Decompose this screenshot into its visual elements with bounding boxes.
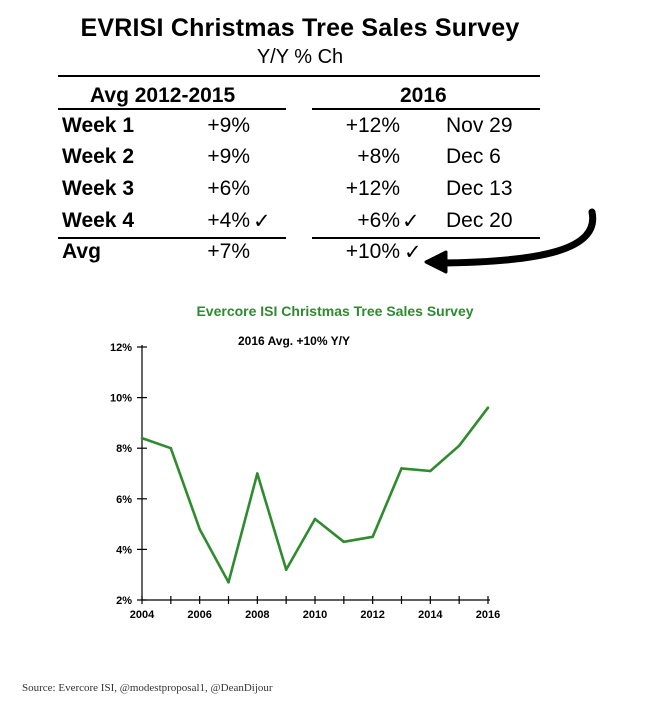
data-point bbox=[256, 472, 259, 475]
y-tick-label: 4% bbox=[116, 544, 132, 556]
row-label: Week 1 bbox=[62, 114, 134, 137]
check-mark: ✓ bbox=[253, 209, 271, 233]
avg-value: +4% bbox=[207, 209, 250, 232]
avg-value: +6% bbox=[207, 177, 250, 200]
header-2016: 2016 bbox=[400, 84, 447, 107]
x-tick-label: 2016 bbox=[476, 609, 500, 621]
series-line bbox=[141, 406, 490, 584]
week-date: Dec 20 bbox=[446, 209, 513, 232]
y-tick-label: 2% bbox=[116, 595, 132, 607]
chart-title: Evercore ISI Christmas Tree Sales Survey bbox=[196, 303, 474, 319]
table-subtitle: Y/Y % Ch bbox=[256, 46, 344, 68]
week-date: Nov 29 bbox=[446, 114, 513, 137]
data-point bbox=[284, 568, 288, 571]
value-2016: +12% bbox=[345, 177, 400, 200]
y-tick-label: 10% bbox=[110, 393, 132, 405]
value-2016: +10% bbox=[345, 240, 400, 263]
x-tick-label: 2010 bbox=[303, 609, 327, 621]
x-tick-label: 2004 bbox=[130, 609, 155, 621]
avg-value: +9% bbox=[207, 114, 250, 137]
table-title: EVRISI Christmas Tree Sales Survey bbox=[80, 14, 520, 42]
right-bottom-rule bbox=[312, 237, 540, 239]
data-point bbox=[429, 469, 432, 473]
row-label: Week 4 bbox=[62, 209, 134, 232]
data-point bbox=[169, 446, 173, 450]
y-tick-label: 12% bbox=[110, 342, 132, 354]
line-chart: 2% 4% 6% 8% 10% 12% 2004 2006 2008 2010 2012 2014 20… bbox=[110, 342, 500, 621]
value-2016: +6% bbox=[357, 209, 400, 232]
right-header-rule bbox=[312, 108, 540, 110]
row-label: Week 2 bbox=[62, 145, 134, 168]
data-point bbox=[313, 517, 317, 521]
x-tick-label: 2014 bbox=[418, 609, 443, 621]
row-label: Week 3 bbox=[62, 177, 134, 200]
x-tick-label: 2012 bbox=[360, 609, 384, 621]
left-header-rule bbox=[58, 108, 286, 110]
y-tick-label: 6% bbox=[116, 494, 132, 506]
data-point bbox=[486, 406, 490, 410]
week-date: Dec 6 bbox=[446, 145, 501, 168]
avg-value: +7% bbox=[207, 240, 250, 263]
top-rule bbox=[58, 75, 540, 77]
data-point bbox=[140, 436, 144, 440]
data-point bbox=[342, 540, 346, 544]
avg-value: +9% bbox=[207, 145, 250, 168]
y-tick-label: 8% bbox=[116, 443, 132, 455]
left-bottom-rule bbox=[58, 237, 286, 239]
data-point bbox=[227, 580, 230, 584]
annotation-arrow bbox=[424, 208, 597, 274]
chart-subtitle: 2016 Avg. +10% Y/Y bbox=[238, 334, 350, 348]
data-point bbox=[457, 444, 461, 447]
week-date: Dec 13 bbox=[446, 177, 513, 200]
row-label: Avg bbox=[62, 240, 101, 263]
check-mark: ✓ bbox=[404, 240, 422, 264]
header-avg-2012-2015: Avg 2012-2015 bbox=[90, 84, 236, 107]
x-tick-label: 2008 bbox=[245, 609, 269, 621]
value-2016: +12% bbox=[345, 114, 400, 137]
source-note: Source: Evercore ISI, @modestproposal1, … bbox=[22, 682, 273, 694]
check-mark: ✓ bbox=[402, 209, 420, 233]
data-point bbox=[400, 467, 403, 470]
value-2016: +8% bbox=[357, 145, 400, 168]
data-point bbox=[371, 535, 374, 539]
x-tick-label: 2006 bbox=[187, 609, 211, 621]
data-point bbox=[198, 527, 201, 531]
